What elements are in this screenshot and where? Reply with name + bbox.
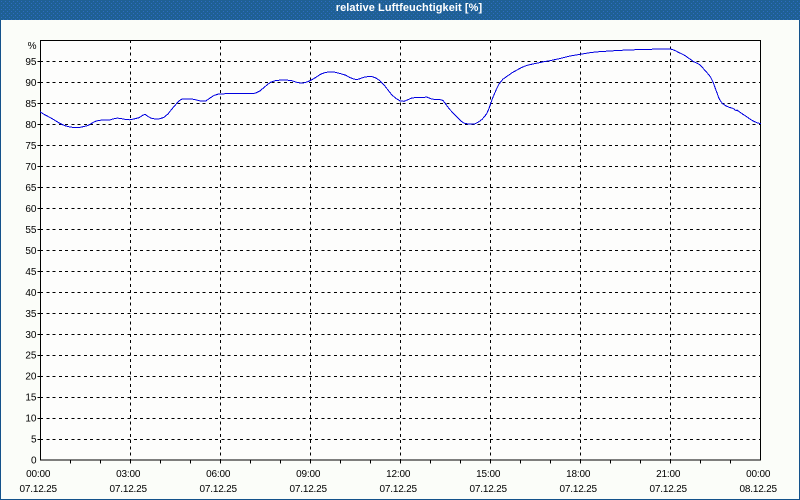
svg-text:90: 90	[25, 78, 37, 89]
svg-text:21:00: 21:00	[656, 469, 681, 480]
svg-text:03:00: 03:00	[116, 469, 141, 480]
svg-text:25: 25	[25, 351, 37, 362]
svg-text:35: 35	[25, 309, 37, 320]
svg-text:30: 30	[25, 330, 37, 341]
svg-text:45: 45	[25, 267, 37, 278]
svg-text:00:00: 00:00	[746, 469, 771, 480]
svg-text:12:00: 12:00	[386, 469, 411, 480]
svg-text:75: 75	[25, 141, 37, 152]
svg-text:50: 50	[25, 246, 37, 257]
svg-text:07.12.25: 07.12.25	[470, 484, 508, 495]
svg-text:5: 5	[31, 435, 37, 446]
svg-text:07.12.25: 07.12.25	[650, 484, 688, 495]
svg-text:09:00: 09:00	[296, 469, 321, 480]
svg-text:10: 10	[25, 414, 37, 425]
svg-text:85: 85	[25, 99, 37, 110]
svg-text:07.12.25: 07.12.25	[560, 484, 598, 495]
svg-text:95: 95	[25, 57, 37, 68]
svg-text:80: 80	[25, 120, 37, 131]
svg-text:0: 0	[31, 456, 37, 467]
svg-text:70: 70	[25, 162, 37, 173]
svg-text:00:00: 00:00	[26, 469, 51, 480]
svg-text:65: 65	[25, 183, 37, 194]
svg-text:07.12.25: 07.12.25	[290, 484, 328, 495]
svg-text:55: 55	[25, 225, 37, 236]
svg-text:07.12.25: 07.12.25	[20, 484, 58, 495]
svg-text:18:00: 18:00	[566, 469, 591, 480]
svg-text:07.12.25: 07.12.25	[200, 484, 238, 495]
svg-text:15:00: 15:00	[476, 469, 501, 480]
svg-text:20: 20	[25, 372, 37, 383]
svg-text:07.12.25: 07.12.25	[380, 484, 418, 495]
svg-text:%: %	[28, 41, 37, 52]
svg-text:06:00: 06:00	[206, 469, 231, 480]
svg-text:08.12.25: 08.12.25	[740, 484, 778, 495]
svg-text:60: 60	[25, 204, 37, 215]
svg-text:07.12.25: 07.12.25	[110, 484, 148, 495]
svg-text:40: 40	[25, 288, 37, 299]
svg-text:15: 15	[25, 393, 37, 404]
